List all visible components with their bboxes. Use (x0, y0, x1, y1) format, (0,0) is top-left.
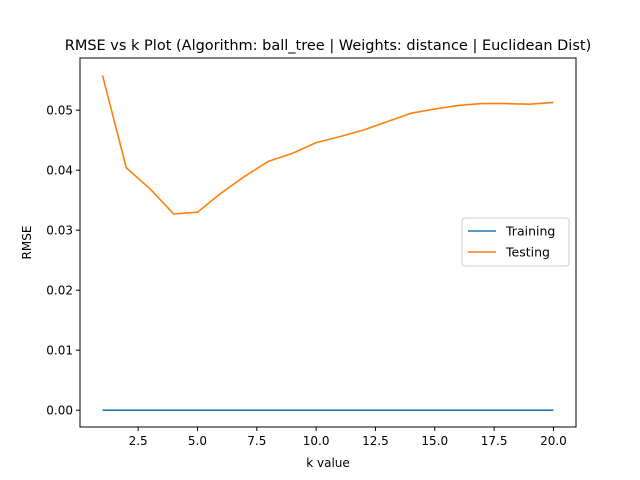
legend-box (461, 217, 570, 267)
series-layer (101, 75, 554, 412)
legend-label-testing: Testing (505, 245, 550, 260)
x-tick-label: 15.0 (421, 434, 448, 448)
axes-frame (79, 57, 577, 428)
chart-title: RMSE vs k Plot (Algorithm: ball_tree | W… (65, 38, 591, 54)
y-tick-label: 0.03 (46, 224, 73, 238)
x-tick-label: 17.5 (481, 434, 508, 448)
x-axis: 2.5 5.0 7.5 10.0 12.5 15.0 17.5 20.0 (129, 427, 567, 448)
x-tick-label: 2.5 (129, 434, 148, 448)
x-tick-label: 10.0 (303, 434, 330, 448)
y-tick-label: 0.01 (46, 344, 73, 358)
x-tick-label: 7.5 (247, 434, 266, 448)
x-tick-label: 12.5 (362, 434, 389, 448)
legend-label-training: Training (505, 224, 555, 239)
legend: Training Testing (461, 217, 570, 267)
y-tick-label: 0.05 (46, 104, 73, 118)
x-tick-label: 20.0 (540, 434, 567, 448)
y-axis-label: RMSE (20, 226, 34, 260)
x-tick-label: 5.0 (188, 434, 207, 448)
y-tick-label: 0.02 (46, 284, 73, 298)
y-axis: 0.00 0.01 0.02 0.03 0.04 0.05 (46, 104, 80, 418)
y-tick-label: 0.00 (46, 404, 73, 418)
series-line-testing (101, 75, 554, 215)
y-tick-label: 0.04 (46, 164, 73, 178)
x-axis-label: k value (306, 456, 350, 470)
